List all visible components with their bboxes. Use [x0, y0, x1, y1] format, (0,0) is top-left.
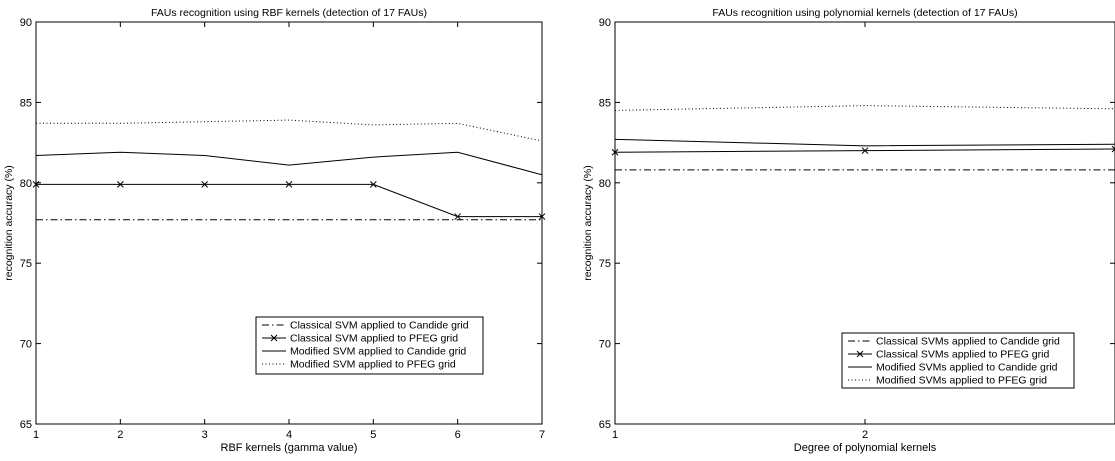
legend-marker — [856, 350, 864, 358]
legend-box — [841, 332, 1075, 389]
series-2-point — [861, 147, 869, 154]
x-axis-label: Degree of polynomial kernels — [794, 442, 937, 454]
legend-label-3: Modified SVM applied to Candide grid — [290, 346, 466, 358]
chart-2: FAUs recognition using polynomial kernel… — [582, 7, 1115, 454]
marker-stroke — [538, 213, 546, 220]
x-tick-label: 1 — [33, 429, 39, 441]
y-tick-label: 65 — [20, 419, 32, 431]
x-axis-label: RBF kernels (gamma value) — [221, 442, 358, 454]
x-tick-label: 6 — [455, 429, 461, 441]
marker-stroke — [1111, 148, 1115, 153]
marker-stroke — [116, 181, 124, 188]
legend: Classical SVMs applied to Candide gridCl… — [841, 332, 1075, 389]
legend-label-3: Modified SVMs applied to Candide grid — [876, 362, 1058, 374]
y-tick-label: 85 — [599, 97, 611, 109]
series-line-2 — [36, 183, 542, 218]
legend-label-4: Modified SVM applied to PFEG grid — [290, 359, 456, 371]
marker-stroke — [611, 148, 619, 156]
x-tick-label: 4 — [286, 429, 292, 441]
series-line-3 — [36, 151, 542, 176]
y-tick-label: 90 — [599, 17, 611, 29]
marker-stroke — [454, 213, 462, 220]
marker-stroke — [861, 147, 869, 154]
marker-stroke — [201, 181, 209, 188]
series-line-3 — [615, 138, 1115, 147]
y-tick-label: 70 — [599, 339, 611, 351]
series-line-4 — [615, 105, 1115, 111]
series-2-point — [1111, 145, 1115, 153]
legend-label-1: Classical SVM applied to Candide grid — [290, 320, 469, 332]
marker-stroke — [285, 181, 293, 188]
y-axis-label: recognition accuracy (%) — [3, 165, 15, 281]
series-2-point — [116, 181, 124, 188]
legend-label-2: Classical SVMs applied to PFEG grid — [876, 349, 1049, 361]
x-tick-label: 1 — [612, 429, 618, 441]
y-tick-label: 65 — [599, 419, 611, 431]
y-tick-label: 80 — [599, 178, 611, 190]
x-tick-label: 7 — [539, 429, 545, 441]
chart-1: FAUs recognition using RBF kernels (dete… — [3, 7, 546, 454]
series-2-point — [285, 181, 293, 188]
y-axis-label: recognition accuracy (%) — [582, 165, 594, 281]
marker-stroke — [1111, 145, 1115, 150]
series-2-point — [454, 213, 462, 220]
x-tick-label: 5 — [370, 429, 376, 441]
x-tick-label: 2 — [117, 429, 123, 441]
legend: Classical SVM applied to Candide gridCla… — [255, 316, 484, 375]
legend-label-1: Classical SVMs applied to Candide grid — [876, 336, 1060, 348]
series-2-point — [201, 181, 209, 188]
x-tick-label: 3 — [202, 429, 208, 441]
series-2-point — [369, 181, 377, 188]
series-2-point — [32, 181, 40, 188]
marker-stroke — [369, 181, 377, 188]
x-tick-label: 2 — [862, 429, 868, 441]
y-tick-label: 80 — [20, 178, 32, 190]
series-2-point — [538, 213, 546, 220]
series-2-point — [611, 148, 619, 156]
y-tick-label: 75 — [599, 258, 611, 270]
y-tick-label: 70 — [20, 339, 32, 351]
y-tick-label: 75 — [20, 258, 32, 270]
y-tick-label: 90 — [20, 17, 32, 29]
legend-box — [255, 316, 484, 375]
chart-title: FAUs recognition using RBF kernels (dete… — [151, 7, 427, 19]
y-tick-label: 85 — [20, 97, 32, 109]
legend-label-4: Modified SVMs applied to PFEG grid — [876, 375, 1047, 387]
chart-title: FAUs recognition using polynomial kernel… — [712, 7, 1017, 19]
legend-marker — [270, 334, 278, 342]
marker-stroke — [32, 181, 40, 188]
legend-label-2: Classical SVM applied to PFEG grid — [290, 333, 458, 345]
series-line-4 — [36, 119, 542, 142]
